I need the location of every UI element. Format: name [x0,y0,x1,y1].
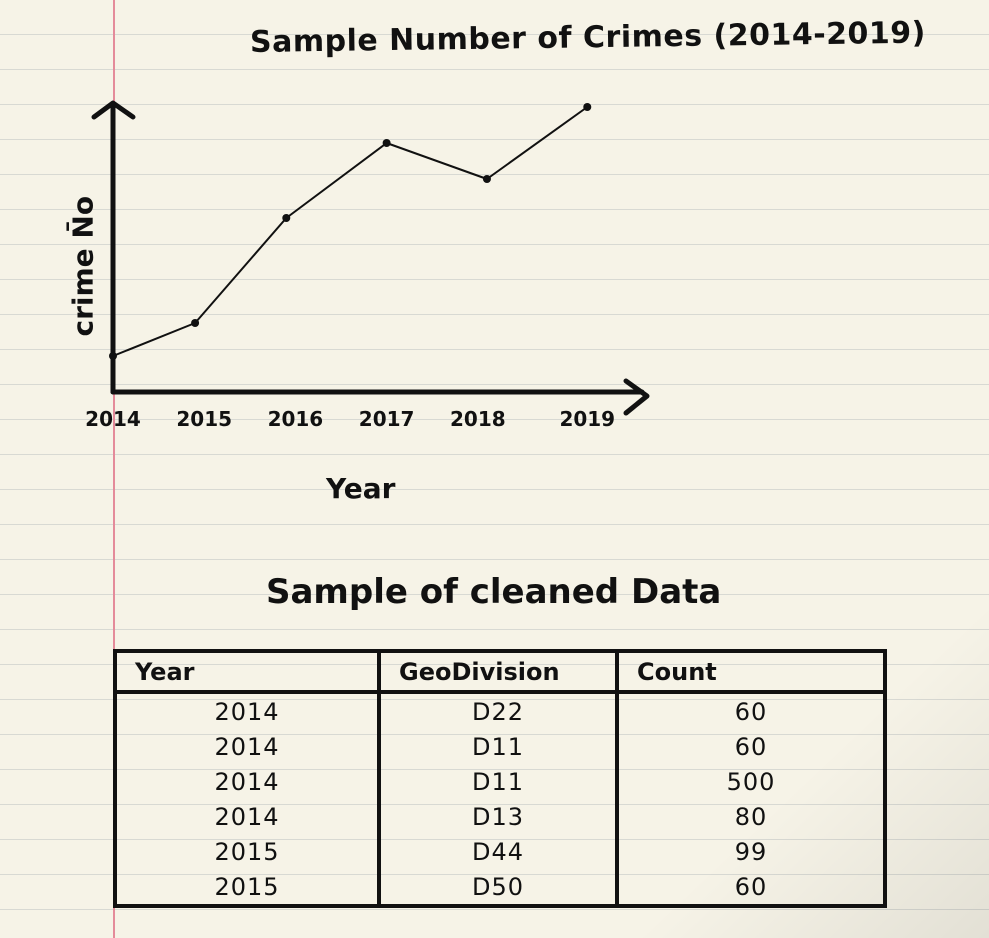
table-cell-year: 2014 [113,764,381,799]
table-header-row: Year GeoDivision Count [113,649,887,694]
data-point [382,139,391,147]
table-row: 2015 D44 99 [113,834,887,869]
y-axis-arrow [91,100,136,120]
table-title: Sample of cleaned Data [266,572,722,612]
table-cell-count: 60 [615,869,887,908]
data-point [191,319,200,327]
table-row: 2014 D13 80 [113,799,887,834]
x-tick-label: 2019 [559,407,615,431]
table-cell-year: 2015 [113,834,381,869]
x-axis-label: Year [326,472,396,505]
x-tick-labels: 2014 2015 2016 2017 2018 2019 [85,407,615,431]
table-header-geodivision: GeoDivision [377,649,619,694]
table-cell-year: 2014 [113,692,381,729]
table-cell-geodivision: D11 [377,764,619,799]
table-cell-geodivision: D44 [377,834,619,869]
chart-series [109,103,592,360]
table-cell-geodivision: D11 [377,729,619,764]
table-header-year: Year [113,649,381,694]
table-row: 2014 D22 60 [113,692,887,729]
table-cell-year: 2015 [113,869,381,908]
table-cell-year: 2014 [113,799,381,834]
data-table: Year GeoDivision Count 2014 D22 60 2014 … [113,649,887,908]
data-point [109,352,117,360]
x-tick-label: 2014 [85,407,141,431]
table-cell-count: 99 [615,834,887,869]
table-row: 2015 D50 60 [113,869,887,908]
data-point [482,175,491,183]
table-header-count: Count [615,649,887,694]
table-cell-count: 60 [615,692,887,729]
table-cell-year: 2014 [113,729,381,764]
x-tick-label: 2017 [359,407,415,431]
data-point [282,214,291,222]
table-cell-geodivision: D22 [377,692,619,729]
table-cell-count: 60 [615,729,887,764]
table-cell-geodivision: D50 [377,869,619,908]
table-cell-geodivision: D13 [377,799,619,834]
x-tick-label: 2016 [268,407,324,431]
x-axis-arrow [623,378,650,416]
chart-axes [91,100,650,416]
data-point [583,103,592,111]
table-row: 2014 D11 500 [113,764,887,799]
table-cell-count: 80 [615,799,887,834]
margin-line [113,0,115,938]
data-table-wrapper: Year GeoDivision Count 2014 D22 60 2014 … [113,649,887,908]
x-tick-label: 2015 [176,407,232,431]
series-line [112,106,589,357]
x-tick-label: 2018 [450,407,506,431]
table-cell-count: 500 [615,764,887,799]
table-row: 2014 D11 60 [113,729,887,764]
